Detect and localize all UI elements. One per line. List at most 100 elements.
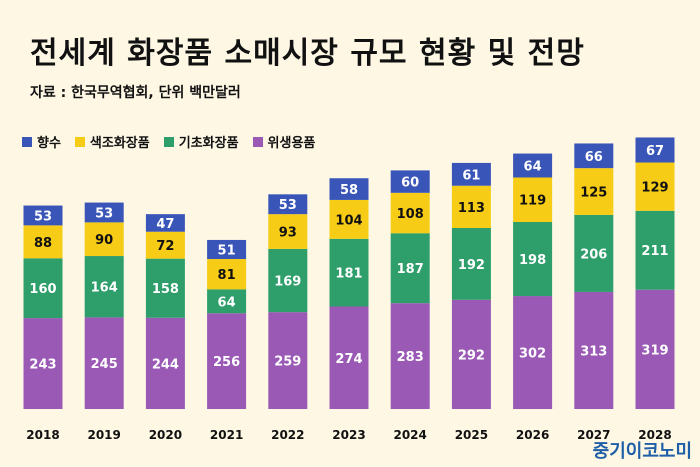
bar-hygiene-2026 (513, 296, 553, 409)
bar-color-cosmetics-2021 (207, 259, 247, 290)
data-label-color-cosmetics-2021: 81 (218, 268, 236, 283)
data-label-hygiene-2018: 243 (29, 358, 56, 373)
data-label-perfume-2019: 53 (95, 206, 113, 221)
bar-hygiene-2022 (268, 312, 308, 409)
x-tick-label-2024: 2024 (393, 428, 426, 442)
bar-hygiene-2018 (23, 318, 63, 409)
data-label-hygiene-2021: 256 (213, 355, 240, 370)
bar-hygiene-2028 (635, 289, 675, 409)
bar-skincare-2020 (145, 258, 185, 318)
data-label-skincare-2028: 211 (641, 244, 668, 259)
bar-skincare-2022 (268, 248, 308, 313)
bar-perfume-2025 (451, 162, 491, 186)
data-label-hygiene-2022: 259 (274, 355, 301, 370)
data-label-color-cosmetics-2025: 113 (458, 201, 485, 216)
data-label-perfume-2028: 67 (646, 144, 664, 159)
bar-hygiene-2025 (451, 299, 491, 409)
data-label-skincare-2018: 160 (29, 282, 56, 297)
data-label-skincare-2022: 169 (274, 275, 301, 290)
bar-color-cosmetics-2028 (635, 162, 675, 211)
data-label-perfume-2023: 58 (340, 183, 358, 198)
legend-label-color-cosmetics: 색조화장품 (89, 136, 150, 151)
x-tick-label-2028: 2028 (638, 428, 671, 442)
data-label-perfume-2022: 53 (279, 198, 297, 213)
data-label-perfume-2027: 66 (585, 150, 603, 165)
data-label-hygiene-2020: 244 (152, 357, 179, 372)
bar-color-cosmetics-2023 (329, 199, 369, 239)
bar-perfume-2027 (574, 143, 614, 169)
x-tick-label-2020: 2020 (149, 428, 182, 442)
legend-item-hygiene: 위생용품 (252, 132, 315, 151)
legend-label-perfume: 향수 (37, 136, 61, 151)
bar-hygiene-2021 (207, 313, 247, 409)
data-label-hygiene-2023: 274 (335, 352, 362, 367)
bar-color-cosmetics-2020 (145, 231, 185, 259)
data-label-color-cosmetics-2027: 125 (580, 186, 607, 201)
legend-swatch-color-cosmetics (74, 136, 85, 147)
data-label-skincare-2021: 64 (218, 295, 236, 310)
bar-skincare-2019 (84, 256, 124, 318)
chart-subtitle: 자료 : 한국무역협회, 단위 백만달러 (30, 85, 241, 101)
data-label-hygiene-2024: 283 (397, 350, 424, 365)
legend-swatch-skincare (163, 136, 174, 147)
data-label-color-cosmetics-2023: 104 (335, 213, 362, 228)
bar-hygiene-2027 (574, 291, 614, 409)
bar-skincare-2025 (451, 227, 491, 300)
bar-perfume-2023 (329, 178, 369, 200)
data-label-skincare-2023: 181 (335, 267, 362, 282)
bar-skincare-2026 (513, 222, 553, 297)
chart-title: 전세계 화장품 소매시장 규모 현황 및 전망 (30, 36, 585, 71)
legend-label-skincare: 기초화장품 (178, 136, 239, 151)
data-label-color-cosmetics-2019: 90 (95, 233, 113, 248)
x-tick-label-2026: 2026 (516, 428, 549, 442)
bar-color-cosmetics-2027 (574, 168, 614, 215)
x-tick-label-2027: 2027 (577, 428, 610, 442)
x-tick-label-2018: 2018 (26, 428, 59, 442)
bar-skincare-2028 (635, 210, 675, 290)
bar-perfume-2018 (23, 205, 63, 226)
data-label-color-cosmetics-2020: 72 (156, 239, 174, 254)
x-tick-label-2025: 2025 (455, 428, 488, 442)
data-label-color-cosmetics-2026: 119 (519, 194, 546, 209)
x-tick-label-2021: 2021 (210, 428, 243, 442)
data-label-skincare-2019: 164 (91, 281, 118, 296)
data-label-perfume-2025: 61 (462, 168, 480, 183)
bar-color-cosmetics-2019 (84, 222, 124, 257)
bar-perfume-2028 (635, 137, 675, 163)
bar-hygiene-2020 (145, 317, 185, 409)
bar-skincare-2021 (207, 289, 247, 314)
bar-hygiene-2023 (329, 306, 369, 409)
data-label-hygiene-2025: 292 (458, 348, 485, 363)
legend-item-color-cosmetics: 색조화장품 (74, 132, 150, 151)
bar-perfume-2021 (207, 239, 247, 260)
data-label-skincare-2026: 198 (519, 253, 546, 268)
bar-perfume-2026 (513, 153, 553, 178)
bar-color-cosmetics-2022 (268, 214, 308, 249)
data-label-skincare-2027: 206 (580, 247, 607, 262)
legend-item-skincare: 기초화장품 (163, 132, 239, 151)
chart-legend: 향수 색조화장품 기초화장품 위생용품 (22, 132, 315, 151)
bar-perfume-2020 (145, 214, 185, 232)
bar-skincare-2027 (574, 214, 614, 292)
legend-swatch-perfume (22, 136, 32, 147)
data-label-skincare-2025: 192 (458, 258, 485, 273)
bar-color-cosmetics-2025 (451, 185, 491, 228)
bar-hygiene-2019 (84, 317, 124, 409)
brand-logo-text: 중기이코노미 (592, 441, 692, 462)
bar-perfume-2019 (84, 202, 124, 223)
legend-item-perfume: 향수 (22, 132, 61, 151)
x-tick-label-2022: 2022 (271, 428, 304, 442)
bar-skincare-2023 (329, 238, 369, 307)
data-label-hygiene-2019: 245 (91, 357, 118, 372)
data-label-perfume-2018: 53 (34, 209, 52, 224)
bar-color-cosmetics-2018 (23, 225, 63, 259)
data-label-perfume-2021: 51 (218, 243, 236, 258)
data-label-color-cosmetics-2024: 108 (397, 207, 424, 222)
data-label-color-cosmetics-2022: 93 (279, 226, 297, 241)
x-tick-label-2019: 2019 (87, 428, 120, 442)
bar-color-cosmetics-2026 (513, 177, 553, 222)
data-label-color-cosmetics-2018: 88 (34, 236, 52, 251)
data-label-perfume-2020: 47 (156, 217, 174, 232)
legend-swatch-hygiene (252, 136, 263, 147)
